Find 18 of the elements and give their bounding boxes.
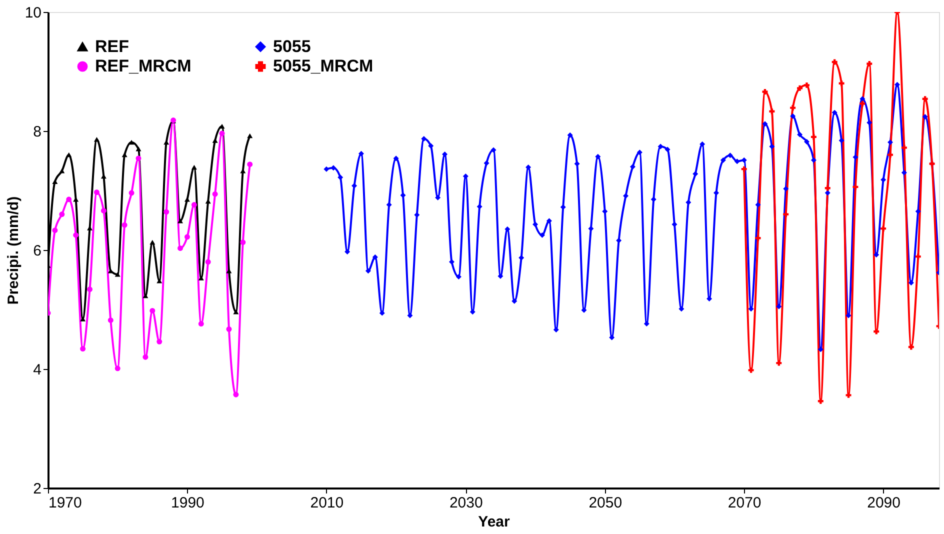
legend-label: REF_MRCM xyxy=(95,56,192,76)
x-tick-label: 2050 xyxy=(588,494,622,512)
x-axis-title: Year xyxy=(478,514,510,530)
y-tick-label: 2 xyxy=(33,480,42,498)
legend-label: 5055_MRCM xyxy=(273,56,374,76)
x-tick-label: 2030 xyxy=(449,494,483,512)
x-tick-label: 2090 xyxy=(867,494,900,512)
y-tick-label: 4 xyxy=(33,362,42,378)
x-tick-label: 1970 xyxy=(48,494,82,512)
y-tick-label: 6 xyxy=(33,242,42,260)
x-tick-label: 1990 xyxy=(171,494,204,512)
legend-label: 5055 xyxy=(273,36,311,56)
x-tick-label: 2070 xyxy=(728,494,762,512)
legend-label: REF xyxy=(95,36,129,56)
y-tick-label: 10 xyxy=(24,4,42,22)
y-axis-title: Precipi. (mm/d) xyxy=(4,196,22,305)
y-tick-label: 8 xyxy=(33,124,42,140)
x-tick-label: 2010 xyxy=(310,494,344,512)
